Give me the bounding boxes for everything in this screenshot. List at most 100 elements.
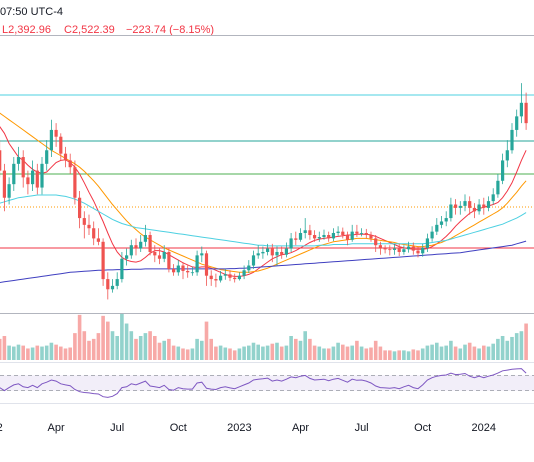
candle-body (242, 270, 246, 276)
candle-body (181, 265, 185, 271)
volume-bar (467, 342, 472, 360)
volume-bar (247, 345, 251, 360)
x-tick-label: 2 (0, 422, 3, 434)
volume-bar (153, 336, 157, 360)
candle-body (341, 231, 345, 236)
volume-bar (308, 338, 312, 360)
volume-bar (284, 345, 289, 360)
candle-body (16, 157, 21, 164)
candle-body (284, 248, 288, 255)
volume-bar (359, 346, 364, 360)
candle-body (261, 251, 265, 254)
volume-bar (157, 342, 162, 360)
candle-body (463, 201, 467, 206)
candle-body (54, 129, 58, 137)
candle-body (96, 238, 100, 242)
volume-bar (350, 345, 354, 360)
candle-body (308, 230, 312, 236)
candle-body (78, 197, 82, 219)
candle-body (298, 232, 303, 240)
x-tick-label: 2024 (472, 422, 496, 434)
volume-bar (505, 340, 510, 360)
header-change: −223.74 (−8.15%) (126, 24, 214, 36)
volume-bar (167, 338, 171, 360)
volume-bar (171, 345, 176, 360)
candle-body (101, 241, 105, 280)
candle-body (214, 279, 218, 281)
candle-body (402, 249, 406, 252)
volume-bar (77, 314, 82, 360)
candle-body (491, 194, 495, 202)
volume-bar (524, 323, 528, 360)
volume-bar (435, 342, 439, 360)
x-tick-label: Oct (170, 422, 187, 434)
candle-body (439, 221, 444, 225)
volume-bar (416, 350, 420, 360)
volume-bar (317, 346, 322, 360)
volume-bar (223, 347, 228, 360)
volume-bar (392, 351, 397, 360)
x-tick-label: Oct (414, 422, 431, 434)
candle-body (125, 255, 129, 259)
volume-bar (7, 345, 11, 360)
candle-body (143, 235, 147, 242)
candle-body (449, 204, 453, 219)
candle-body (369, 235, 373, 239)
volume-bar (388, 350, 392, 360)
candle-body (219, 275, 223, 281)
header-time: 07:50 UTC-4 (0, 6, 63, 18)
volume-bar (162, 340, 166, 360)
volume-bar (439, 346, 444, 360)
moving-average (0, 240, 527, 283)
volume-bar (59, 346, 63, 360)
candle-body (388, 249, 392, 251)
volume-bar (355, 340, 359, 360)
candle-body (397, 248, 401, 252)
volume-bar (298, 340, 303, 360)
volume-bar (176, 346, 181, 360)
volume-bar (228, 348, 232, 360)
volume-bar (115, 336, 119, 360)
volume-bar (2, 336, 7, 360)
candle-body (383, 248, 387, 250)
candle-body (59, 136, 63, 154)
candle-body (458, 205, 462, 208)
candle-body (331, 232, 335, 239)
candle-body (510, 129, 514, 151)
candle-body (435, 224, 439, 232)
volume-bar (82, 331, 87, 360)
volume-bar (402, 350, 406, 360)
volume-bar (134, 338, 138, 360)
candle-body (45, 150, 49, 164)
candle-body (468, 201, 472, 208)
volume-bar (378, 346, 383, 360)
volume-bar (129, 331, 134, 360)
candle-body (524, 102, 528, 124)
candle-body (0, 150, 2, 171)
candle-body (129, 245, 133, 256)
volume-bar (373, 340, 378, 360)
candle-body (21, 157, 25, 178)
candle-body (266, 248, 270, 252)
candle-body (63, 153, 68, 161)
candle-body (251, 255, 256, 266)
candle-body (505, 150, 509, 161)
candle-body (209, 275, 213, 280)
volume-bar (482, 345, 486, 360)
volume-bar (63, 348, 68, 360)
candle-body (237, 275, 241, 280)
candle-body (148, 235, 152, 252)
candle-body (139, 241, 143, 249)
candle-body (425, 238, 429, 248)
candle-body (228, 274, 232, 278)
volume-bar (251, 342, 256, 360)
volume-bar (148, 331, 152, 360)
candle-body (162, 251, 166, 259)
candle-body (430, 231, 434, 239)
candle-body (172, 268, 176, 273)
volume-bar (204, 321, 209, 360)
volume-bar (143, 333, 148, 360)
volume-bar (21, 345, 25, 360)
volume-bar (232, 350, 237, 360)
volume-bar (106, 321, 110, 360)
